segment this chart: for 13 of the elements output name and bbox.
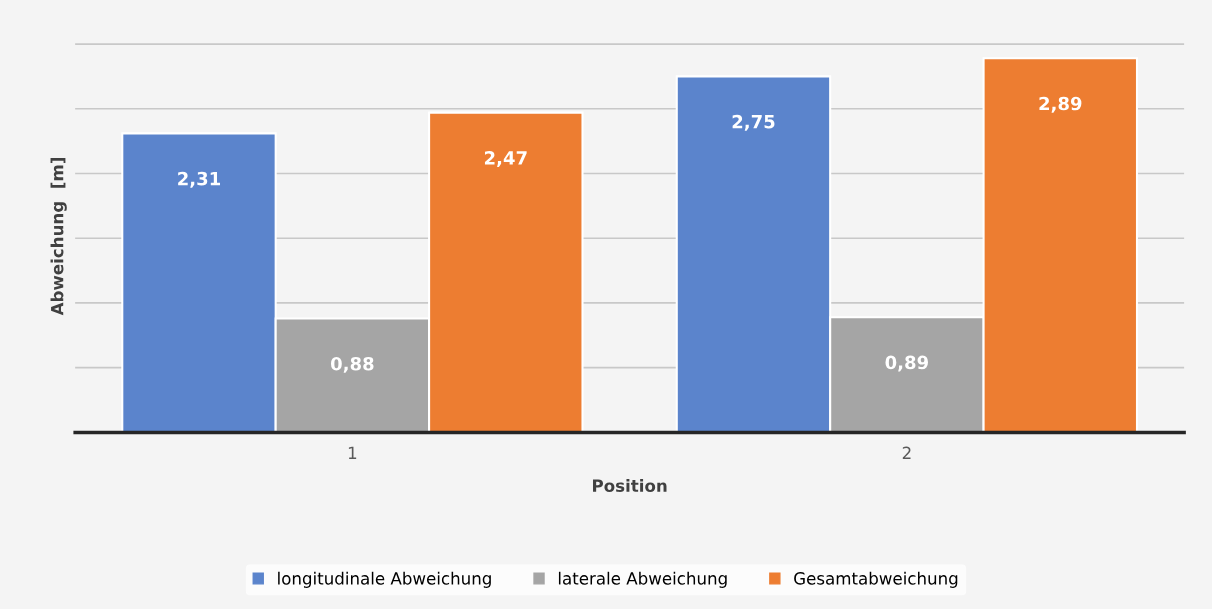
x-tick-label: 1 <box>348 446 357 459</box>
data-label: 2,89 <box>1039 96 1082 113</box>
x-axis-title: Position <box>593 479 667 492</box>
data-label: 2,31 <box>178 171 221 188</box>
y-axis-title: Abweichung [m] <box>50 157 67 316</box>
legend-label: longitudinale Abweichung <box>278 571 491 588</box>
data-label: 2,75 <box>732 114 775 131</box>
data-label: 0,89 <box>885 355 928 372</box>
data-label: 0,88 <box>330 356 374 373</box>
x-tick-label: 2 <box>902 446 911 459</box>
data-label: 2,47 <box>484 151 527 168</box>
legend-label: laterale Abweichung <box>558 571 727 588</box>
legend-label: Gesamtabweichung <box>794 571 958 588</box>
